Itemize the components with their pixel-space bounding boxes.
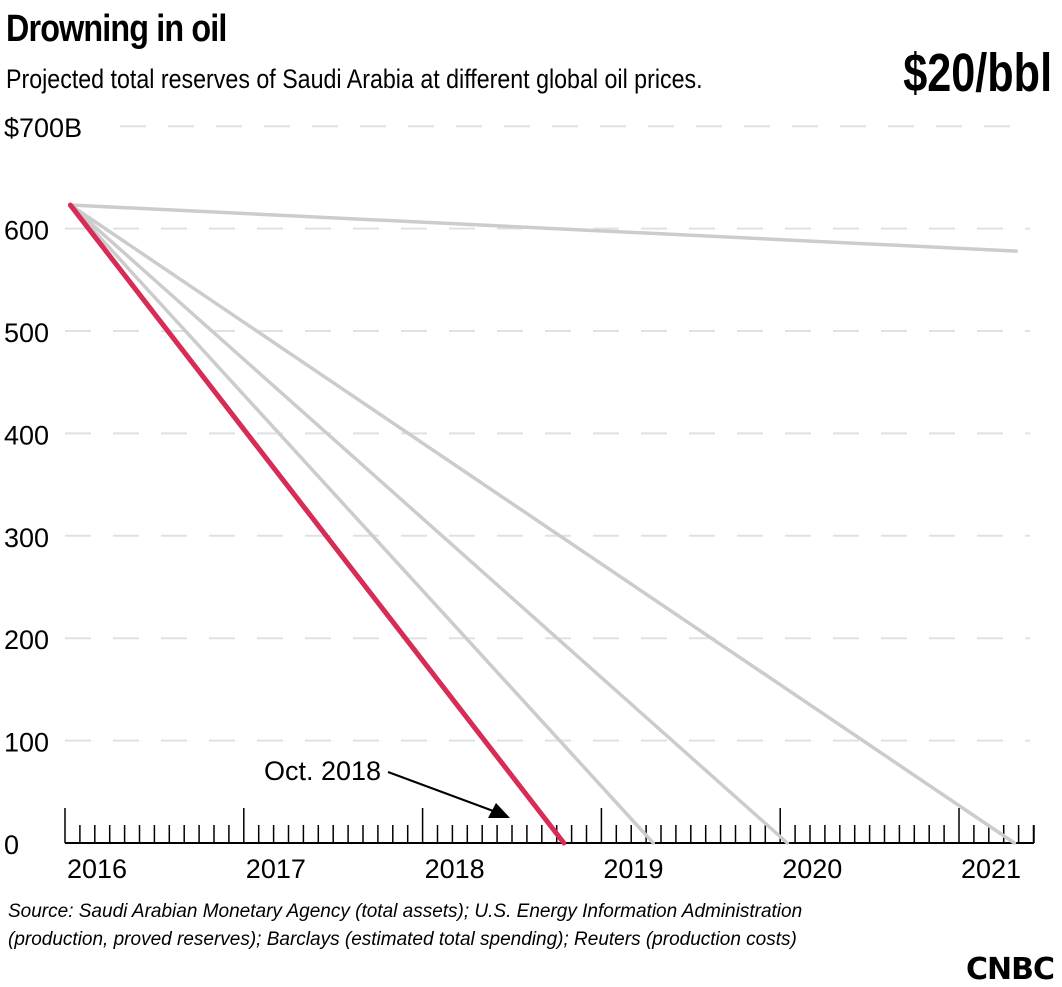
series-line	[68, 203, 1017, 845]
x-tick-label: 2017	[246, 854, 306, 884]
series-line	[68, 203, 1018, 253]
cnbc-logo: CNBC	[965, 952, 1055, 987]
annotation-label: Oct. 2018	[264, 756, 381, 786]
y-tick-label: 100	[4, 728, 49, 758]
y-tick-label: 500	[4, 318, 49, 348]
x-tick-label: 2018	[425, 854, 485, 884]
y-tick-label: $700B	[4, 113, 82, 143]
y-tick-label: 300	[4, 523, 49, 553]
y-tick-label: 0	[4, 830, 19, 860]
x-tick-label: 2020	[782, 854, 842, 884]
price-badge: $20/bbl	[903, 43, 1052, 103]
x-tick-label: 2021	[961, 854, 1021, 884]
series-line	[68, 203, 656, 845]
chart-title: Drowning in oil	[6, 8, 227, 50]
y-tick-label: 200	[4, 625, 49, 655]
highlight-series-line	[67, 202, 567, 846]
y-tick-label: 600	[4, 216, 49, 246]
annotation-arrowhead	[488, 803, 510, 818]
annotation-arrow	[387, 771, 497, 813]
source-note: Source: Saudi Arabian Monetary Agency (t…	[8, 901, 803, 950]
x-tick-label: 2016	[67, 854, 127, 884]
y-tick-label: 400	[4, 420, 49, 450]
chart-subtitle: Projected total reserves of Saudi Arabia…	[6, 64, 703, 94]
series-line	[68, 203, 790, 845]
x-tick-label: 2019	[603, 854, 663, 884]
